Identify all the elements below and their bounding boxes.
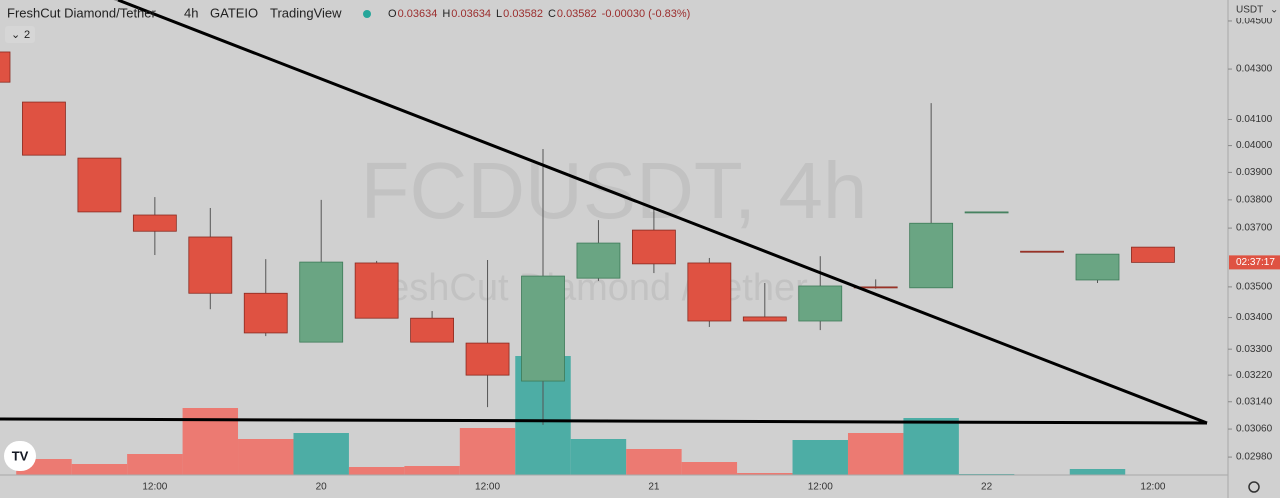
candle-body (909, 222, 954, 289)
interval: 4h (184, 5, 198, 20)
volume-bar (404, 466, 460, 475)
volume-bar (903, 418, 959, 475)
volume-bar (459, 428, 516, 475)
y-tick-label: 0.03800 (1236, 195, 1273, 206)
volume-bar (71, 464, 128, 475)
ohlc-label: H (442, 8, 450, 20)
y-tick-label: 0.03400 (1236, 312, 1273, 323)
ohlc-value: 0.03634 (451, 8, 491, 20)
candle-body (687, 262, 732, 322)
candle-body (22, 101, 66, 156)
candle-body (243, 292, 288, 334)
candle-body (632, 229, 676, 265)
status-dot (363, 10, 371, 18)
ohlc-value: 0.03634 (398, 8, 438, 20)
volume-bar (847, 433, 904, 475)
candles (0, 51, 1175, 425)
candle-body (576, 242, 621, 279)
candle-body (964, 211, 1009, 214)
x-tick-label: 20 (316, 482, 328, 493)
volume-bar (792, 440, 848, 475)
volume-bar (1069, 469, 1126, 475)
x-tick-label: 12:00 (142, 482, 167, 493)
indicator-toggle[interactable] (5, 26, 35, 43)
support-line (0, 417, 1208, 425)
y-tick-label: 0.03300 (1236, 344, 1273, 355)
volume-bar (737, 473, 793, 475)
chevron: ⌄ (11, 29, 20, 41)
logo-mark: TV (12, 448, 29, 463)
candle-body (188, 236, 233, 294)
x-tick-label: 12:00 (808, 482, 833, 493)
candle-body (1131, 246, 1175, 263)
y-tick-label: 0.03060 (1236, 424, 1273, 435)
x-tick-label: 12:00 (1140, 482, 1165, 493)
y-tick-label: 0.04100 (1236, 114, 1273, 125)
plot (16, 356, 1181, 475)
symbol: FreshCut Diamond/Tether (7, 5, 157, 20)
unit-box (1230, 2, 1278, 18)
ohlc-label: C (548, 8, 556, 20)
ohlc-value: 0.03582 (557, 8, 597, 20)
price-axis (1228, 0, 1280, 498)
candle-body (742, 316, 787, 322)
y-tick-label: 0.02980 (1236, 452, 1273, 463)
volume-bar (182, 408, 239, 475)
candle-body (1075, 253, 1120, 281)
candle-body (410, 317, 455, 343)
y-tick-label: 0.03700 (1236, 223, 1273, 234)
candle-body (77, 157, 122, 213)
candle-body (798, 285, 843, 322)
y-tick-label: 0.04300 (1236, 64, 1273, 75)
source: TradingView (270, 5, 342, 20)
indicator-count: 2 (24, 29, 30, 41)
volume-bar (238, 439, 294, 475)
volume-bar (570, 439, 627, 475)
volume-bar (348, 467, 405, 475)
y-tick-label: 0.03500 (1236, 282, 1273, 293)
ohlc-value: 0.03582 (503, 8, 543, 20)
volume-bar (626, 449, 682, 475)
ohlc-label: O (388, 8, 397, 20)
candle-body (1020, 250, 1064, 253)
volume-bar (681, 462, 738, 475)
ohlc: O 0.03634 H 0.03634 L 0.03582 C 0.03582 -0.00030… (388, 8, 690, 20)
countdown: 02:37:17 (1236, 257, 1275, 268)
volume-bar (127, 454, 183, 475)
unit-menu[interactable]: ⌄ (1270, 5, 1278, 16)
x-tick-label: 21 (648, 482, 660, 493)
candle-body (0, 51, 11, 83)
settings[interactable] (1248, 481, 1260, 493)
x-tick-label: 12:00 (475, 482, 500, 493)
change: -0.00030 (-0.83%) (602, 8, 691, 20)
y-tick-label: 0.04000 (1236, 140, 1273, 151)
logo[interactable] (4, 441, 36, 471)
y-tick-label: 0.03900 (1236, 167, 1273, 178)
candle-body (132, 214, 177, 232)
candle-body (299, 261, 344, 343)
last-price-box (1229, 255, 1280, 270)
candle-body (521, 275, 565, 382)
ohlc-label: L (496, 8, 502, 20)
axes: 0.04500 0.04300 0.04100 0.04000 0.03900 0.038… (142, 16, 1280, 493)
volume-bar (293, 433, 349, 475)
y-tick-label: 0.03140 (1236, 396, 1273, 407)
watermark-ticker: FCDUSDT, 4h (361, 146, 868, 235)
trend-line (117, 0, 1208, 425)
unit: USDT (1236, 5, 1263, 16)
y-tick-label: 0.03220 (1236, 370, 1273, 381)
candle-body (354, 262, 399, 319)
x-tick-label: 22 (981, 482, 993, 493)
exchange: GATEIO (210, 5, 258, 20)
candle-body (465, 342, 510, 376)
y-tick-label: 0.04500 (1236, 16, 1273, 27)
